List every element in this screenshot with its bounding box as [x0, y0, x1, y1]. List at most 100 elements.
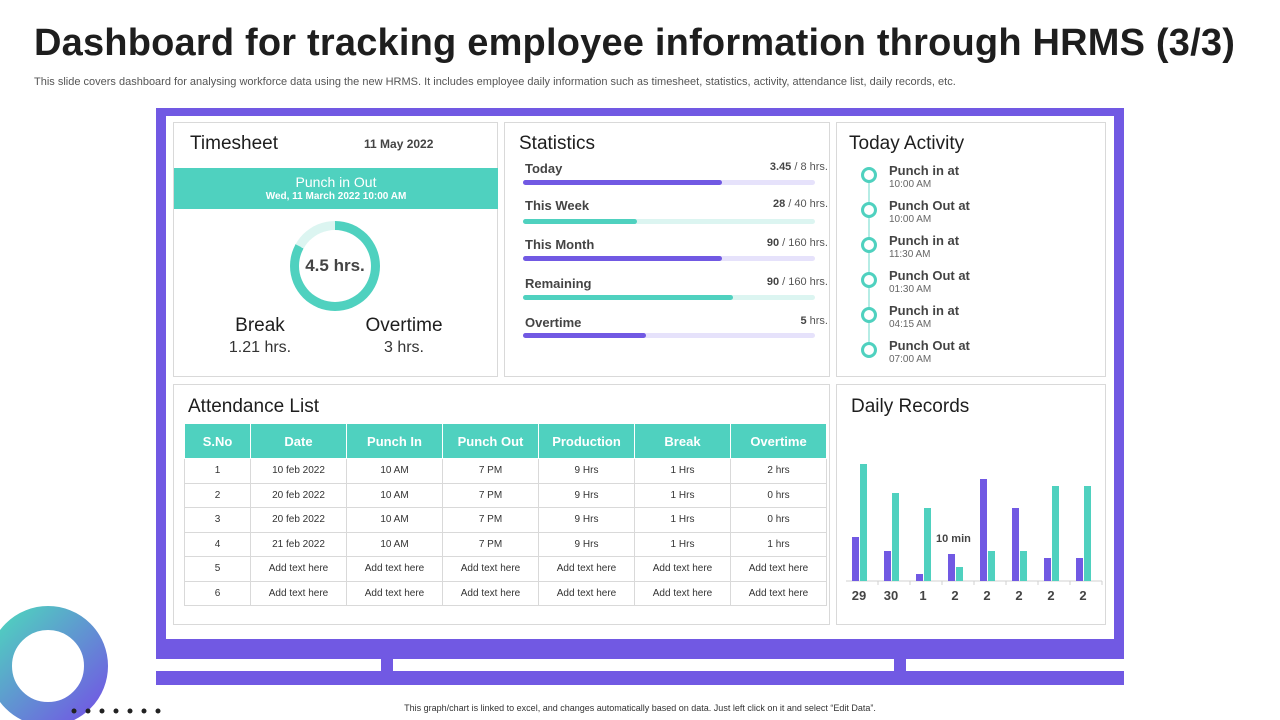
chart-bar[interactable]	[916, 574, 923, 581]
table-cell[interactable]: 1 Hrs	[634, 531, 731, 557]
table-header-cell[interactable]: Punch In	[346, 423, 443, 459]
chart-bar[interactable]	[852, 537, 859, 581]
table-cell[interactable]: 1 Hrs	[634, 507, 731, 533]
table-cell[interactable]: 0 hrs	[730, 507, 827, 533]
table-cell[interactable]: 1	[184, 458, 251, 484]
stat-label: Today	[525, 161, 563, 176]
activity-item: Punch in at 11:30 AM	[861, 233, 1081, 265]
activity-time: 07:00 AM	[889, 354, 932, 365]
table-cell[interactable]: 1 Hrs	[634, 482, 731, 508]
stat-row: Overtime 5 hrs.	[523, 315, 828, 355]
dashboard-screen: Timesheet 11 May 2022 Punch in Out Wed, …	[166, 116, 1114, 639]
table-cell[interactable]: 9 Hrs	[538, 507, 635, 533]
chart-bar[interactable]	[1076, 558, 1083, 581]
overtime-value: 3 hrs.	[383, 339, 424, 356]
chart-bar[interactable]	[924, 508, 931, 581]
chart-bar[interactable]	[860, 464, 867, 581]
hours-donut: 4.5 hrs.	[290, 221, 380, 311]
table-cell[interactable]: 7 PM	[442, 507, 539, 533]
table-cell[interactable]: 20 feb 2022	[250, 507, 347, 533]
table-cell[interactable]: Add text here	[538, 580, 635, 606]
chart-bar[interactable]	[956, 567, 963, 581]
chart-bar[interactable]	[1044, 558, 1051, 581]
attendance-card: Attendance List S.No Date Punch In Punch Ou…	[173, 384, 830, 625]
table-cell[interactable]: 7 PM	[442, 482, 539, 508]
table-cell[interactable]: 7 PM	[442, 531, 539, 557]
table-cell[interactable]: 2	[184, 482, 251, 508]
table-cell[interactable]: Add text here	[442, 556, 539, 582]
table-header-cell[interactable]: Punch Out	[442, 423, 539, 459]
chart-bar[interactable]	[892, 493, 899, 581]
table-cell[interactable]: 9 Hrs	[538, 458, 635, 484]
table-header-cell[interactable]: Overtime	[730, 423, 827, 459]
table-cell[interactable]: Add text here	[346, 580, 443, 606]
table-cell[interactable]: 20 feb 2022	[250, 482, 347, 508]
chart-bar[interactable]	[948, 554, 955, 581]
activity-card: Today Activity Punch in at 10:00 AM Punch …	[836, 122, 1106, 377]
chart-bar[interactable]	[1084, 486, 1091, 581]
footnote: This graph/chart is linked to excel, and…	[404, 703, 876, 713]
table-cell[interactable]: 4	[184, 531, 251, 557]
timesheet-title: Timesheet	[190, 133, 278, 154]
monitor-base	[156, 671, 1124, 685]
table-cell[interactable]: 9 Hrs	[538, 482, 635, 508]
table-cell[interactable]: Add text here	[634, 580, 731, 606]
table-cell[interactable]: 0 hrs	[730, 482, 827, 508]
punch-band[interactable]: Punch in Out Wed, 11 March 2022 10:00 AM	[174, 168, 498, 209]
chart-bar[interactable]	[884, 551, 891, 581]
table-cell[interactable]: 6	[184, 580, 251, 606]
table-cell[interactable]: 10 AM	[346, 507, 443, 533]
chart-bar[interactable]	[1020, 551, 1027, 581]
table-cell[interactable]: 2 hrs	[730, 458, 827, 484]
statistics-title: Statistics	[519, 133, 596, 154]
table-cell[interactable]: Add text here	[346, 556, 443, 582]
overtime-label: Overtime	[365, 315, 443, 336]
activity-label: Punch Out at	[889, 268, 970, 283]
chart-bar[interactable]	[1052, 486, 1059, 581]
table-header-cell[interactable]: S.No	[184, 423, 251, 459]
table-cell[interactable]: Add text here	[634, 556, 731, 582]
stat-value-number: 90	[766, 237, 780, 249]
table-cell[interactable]: 3	[184, 507, 251, 533]
break-stat: Break 1.21 hrs.	[190, 315, 330, 357]
table-header-cell[interactable]: Date	[250, 423, 347, 459]
table-cell[interactable]: 5	[184, 556, 251, 582]
timeline-dot-icon	[861, 202, 877, 218]
table-cell[interactable]: Add text here	[442, 580, 539, 606]
chart-bar[interactable]	[980, 479, 987, 581]
table-cell[interactable]: 21 feb 2022	[250, 531, 347, 557]
break-value: 1.21 hrs.	[228, 339, 292, 356]
stat-value-total: / 8 hrs.	[791, 161, 828, 173]
x-tick-label: 2	[1079, 588, 1086, 603]
table-cell[interactable]: Add text here	[250, 556, 347, 582]
table-cell[interactable]: 9 Hrs	[538, 531, 635, 557]
table-cell[interactable]: 1 Hrs	[634, 458, 731, 484]
table-cell[interactable]: 10 AM	[346, 482, 443, 508]
table-cell[interactable]: Add text here	[730, 556, 827, 582]
stat-value-total: / 160 hrs.	[779, 276, 828, 288]
table-cell[interactable]: 1 hrs	[730, 531, 827, 557]
activity-time: 10:00 AM	[889, 179, 932, 190]
chart-bar[interactable]	[1012, 508, 1019, 581]
table-header-cell[interactable]: Production	[538, 423, 635, 459]
activity-item: Punch in at 10:00 AM	[861, 163, 1081, 195]
table-cell[interactable]: 7 PM	[442, 458, 539, 484]
table-cell[interactable]: Add text here	[730, 580, 827, 606]
table-header-cell[interactable]: Break	[634, 423, 731, 459]
statistics-card: Statistics Today 3.45 / 8 hrs. This Week 28…	[504, 122, 830, 377]
table-cell[interactable]: Add text here	[250, 580, 347, 606]
activity-time: 01:30 AM	[889, 284, 932, 295]
stat-value-number: 3.45	[769, 161, 792, 173]
punch-band-datetime: Wed, 11 March 2022 10:00 AM	[265, 191, 407, 202]
table-cell[interactable]: 10 feb 2022	[250, 458, 347, 484]
daily-records-chart: 29 30 1 2 2 2 2 2 10 min	[846, 464, 1103, 603]
activity-time: 10:00 AM	[889, 214, 932, 225]
table-cell[interactable]: Add text here	[538, 556, 635, 582]
timeline-dot-icon	[861, 342, 877, 358]
x-tick-label: 1	[919, 588, 926, 603]
table-cell[interactable]: 10 AM	[346, 531, 443, 557]
table-cell[interactable]: 10 AM	[346, 458, 443, 484]
chart-bar[interactable]	[988, 551, 995, 581]
timeline-dot-icon	[861, 167, 877, 183]
stat-label: Remaining	[525, 276, 592, 291]
